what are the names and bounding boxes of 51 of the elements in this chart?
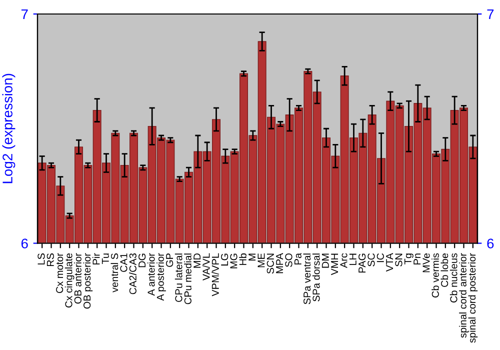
x-tick-label: VMH — [331, 254, 338, 276]
x-tick-label: M — [248, 254, 256, 260]
x-tick-label: A posterior — [156, 253, 166, 301]
x-tick-label: Cx cingulate — [64, 253, 74, 308]
x-tick-label: OB anterior — [74, 253, 82, 304]
x-tick-label: CA2/CA3 — [129, 253, 136, 294]
x-tick-label: OB posterior — [83, 253, 93, 309]
x-tick-label: Cb nucleus — [450, 253, 458, 302]
x-tick-label: Pir — [92, 253, 100, 264]
x-tick-label: Cx motor — [56, 253, 64, 294]
x-tick-label: MD — [194, 253, 201, 268]
x-tick-label: Pn — [414, 254, 421, 264]
x-tick-label: VPM/VPL — [212, 253, 219, 296]
x-tick-label: SCN — [266, 254, 274, 274]
y2-tick-label: 7 — [487, 9, 494, 20]
x-tick-label: Arc — [340, 253, 348, 268]
x-tick-label: CPu medial — [184, 254, 192, 304]
x-tick-label: MG — [230, 254, 238, 268]
x-tick-label: CA1 — [120, 253, 128, 272]
x-tick-label: IC — [376, 253, 384, 262]
x-tick-label: Pa — [294, 252, 302, 264]
x-tick-label: CPu lateral — [174, 254, 182, 302]
x-tick-label: MPA — [276, 252, 284, 274]
x-tick-label: SO — [285, 253, 292, 267]
x-tick-label: GP — [166, 254, 174, 267]
x-tick-label: ventral S — [110, 253, 118, 292]
x-tick-label: SPa ventral — [303, 254, 311, 304]
x-tick-label: A anterior — [147, 253, 155, 296]
x-tick-label: Tu — [102, 254, 109, 264]
x-tick-label: DG — [138, 254, 146, 268]
x-tick-label: LG — [221, 254, 228, 266]
x-tick-label: PAG — [358, 254, 366, 273]
x-tick-label: Hb — [239, 253, 246, 265]
x-tick-label: SC — [368, 253, 375, 266]
x-tick-label: spinal cord posterior — [468, 253, 478, 343]
x-tick-label: SN — [395, 254, 402, 266]
x-tick-label: Tg — [404, 254, 414, 264]
x-tick-label: ME — [258, 253, 265, 268]
x-tick-label: VTA — [386, 252, 394, 272]
x-tick-label: SPa dorsal — [312, 254, 320, 302]
x-tick-label: Cb lobe — [440, 253, 448, 287]
x-tick-label: VA/VL — [202, 253, 210, 281]
x-tick-label: spinal cord anterior — [459, 253, 468, 338]
y2-tick-label: 6 — [487, 238, 494, 248]
x-tick-label: LH — [349, 254, 356, 265]
x-tick-label: MVe — [422, 253, 430, 272]
x-tick-label: Cb vermis — [432, 253, 439, 298]
y-axis-title: Log2 (expression) — [2, 74, 16, 184]
x-tick-label: DM — [322, 254, 329, 268]
x-tick-label: RS — [46, 253, 54, 266]
x-tick-label: LS — [38, 253, 45, 264]
